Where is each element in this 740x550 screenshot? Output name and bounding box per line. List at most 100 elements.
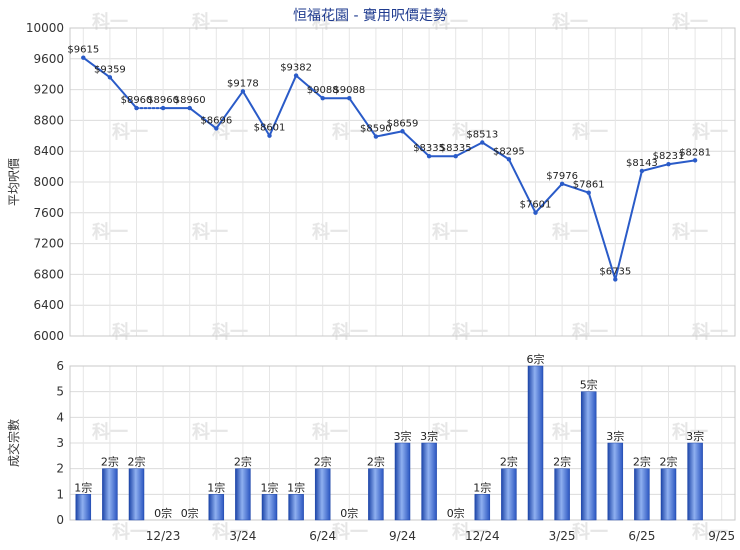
- price-point: [533, 210, 538, 215]
- price-line-segment: [241, 90, 271, 137]
- watermark-text: 科一: [552, 11, 588, 33]
- watermark-text: 科一: [572, 121, 608, 143]
- price-line-segment: [507, 158, 537, 214]
- watermark-text: 科一: [432, 421, 468, 443]
- watermark-text: 科一: [112, 321, 148, 343]
- price-point: [107, 75, 113, 80]
- y-tick-label: 1: [56, 487, 64, 501]
- bar-data-label: 2宗: [553, 455, 571, 469]
- price-line-segment: [640, 163, 670, 172]
- bar-data-label: 2宗: [633, 455, 651, 469]
- price-data-label: $8281: [679, 147, 711, 158]
- watermark-text: 科一: [552, 421, 588, 443]
- bar-data-label: 2宗: [128, 455, 146, 469]
- y-tick-label: 3: [56, 436, 64, 450]
- price-data-label: $8143: [626, 158, 658, 169]
- y-axis-label: 平均呎價: [7, 158, 21, 206]
- transaction-bar: [128, 468, 145, 521]
- bar-data-label: 2宗: [367, 455, 385, 469]
- chart-title: 恒福花園 - 實用呎價走勢: [293, 7, 447, 24]
- price-line-segment: [295, 74, 324, 100]
- price-point: [613, 277, 618, 282]
- y-tick-label: 6800: [33, 267, 64, 281]
- transaction-bar: [102, 468, 118, 521]
- price-point: [453, 154, 458, 159]
- price-point: [586, 190, 591, 195]
- watermark-text: 科一: [692, 121, 728, 143]
- y-tick-label: 8000: [33, 175, 64, 189]
- transaction-bar: [235, 468, 251, 521]
- transaction-bar: [634, 468, 650, 521]
- x-tick-label: 12/23: [146, 529, 181, 543]
- y-tick-label: 8400: [33, 144, 64, 158]
- transaction-bar: [554, 468, 570, 521]
- transaction-bar: [660, 468, 677, 521]
- bar-data-label: 2宗: [234, 455, 252, 469]
- x-tick-label: 3/25: [549, 529, 576, 543]
- y-tick-label: 8800: [33, 113, 64, 127]
- transaction-bar: [421, 442, 437, 521]
- watermark-text: 科一: [452, 121, 488, 143]
- price-line-panel: 6000 6400 6800 7200 7600 8000 8400 8800 9200 9600…: [7, 21, 736, 343]
- price-data-label: $7601: [520, 200, 552, 211]
- y-tick-label: 6000: [33, 329, 64, 343]
- x-tick-label: 6/25: [628, 529, 655, 543]
- price-data-label: $9178: [227, 78, 259, 89]
- transaction-bar: [687, 442, 703, 521]
- watermark-text: 科一: [572, 321, 608, 343]
- price-data-label: $8231: [653, 151, 685, 162]
- watermark-text: 科一: [552, 221, 588, 243]
- transaction-bar: [527, 365, 544, 521]
- price-line-segment: [481, 141, 510, 161]
- bar-data-label: 3宗: [394, 429, 412, 443]
- bar-data-label: 2宗: [101, 455, 119, 469]
- y-tick-label: 4: [56, 410, 64, 424]
- watermark-text: 科一: [452, 321, 488, 343]
- price-point: [81, 55, 86, 60]
- watermark-text: 科一: [332, 521, 368, 543]
- price-data-label: $8590: [360, 124, 392, 135]
- transaction-bar: [394, 442, 411, 521]
- price-point: [267, 133, 272, 138]
- price-line-segment: [188, 107, 218, 130]
- price-point: [480, 140, 485, 145]
- bar-data-label: 0宗: [154, 506, 172, 520]
- y-tick-label: 0: [56, 513, 64, 527]
- y-tick-label: 7200: [33, 237, 64, 251]
- price-data-label: $8295: [493, 146, 525, 157]
- price-data-label: $8513: [466, 129, 498, 140]
- price-point: [373, 134, 379, 139]
- watermark-text: 科一: [212, 121, 248, 143]
- price-point: [293, 73, 299, 78]
- price-line-segment: [587, 191, 617, 281]
- transaction-bar: [501, 468, 517, 521]
- watermark-text: 科一: [692, 521, 728, 543]
- price-line-segment: [268, 74, 298, 137]
- watermark-text: 科一: [112, 121, 148, 143]
- price-line-segment: [534, 182, 564, 214]
- bar-data-label: 3宗: [606, 429, 624, 443]
- transaction-bar: [607, 442, 624, 521]
- bar-data-label: 2宗: [314, 455, 332, 469]
- transaction-bar: [208, 494, 225, 521]
- price-line-segment: [348, 97, 377, 138]
- watermark-text: 科一: [112, 521, 148, 543]
- watermark-text: 科一: [212, 521, 248, 543]
- y-tick-label: 5: [56, 385, 64, 399]
- transaction-bar: [288, 494, 304, 521]
- price-line-segment: [667, 159, 697, 166]
- y-axis-label: 成交宗數: [6, 419, 21, 467]
- price-point: [506, 157, 512, 162]
- price-point: [692, 158, 698, 163]
- price-data-label: $7976: [546, 171, 578, 182]
- watermark-text: 科一: [672, 221, 708, 243]
- price-point: [240, 89, 246, 94]
- transaction-bar: [75, 494, 92, 521]
- watermark-text: 科一: [692, 321, 728, 343]
- price-data-label: $8960: [121, 95, 153, 106]
- watermark-text: 科一: [192, 221, 228, 243]
- bar-data-label: 0宗: [340, 506, 358, 520]
- y-tick-label: 10000: [26, 21, 64, 35]
